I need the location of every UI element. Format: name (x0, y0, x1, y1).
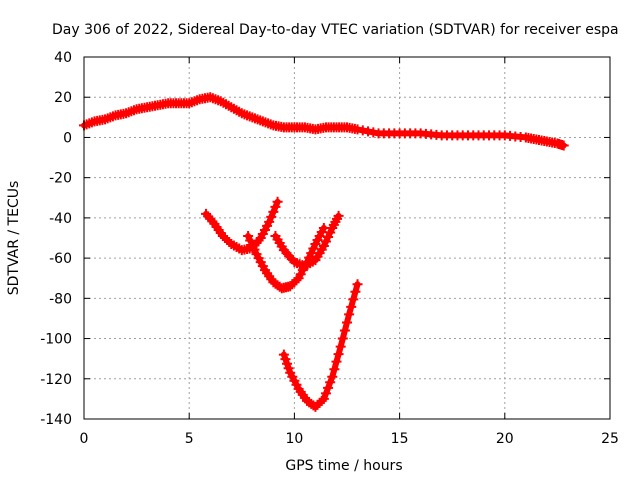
y-tick-label: -20 (49, 171, 72, 187)
data-point (333, 210, 344, 221)
data-point (346, 301, 357, 312)
axis-ticks: 0 5 10 15 20 25 40 20 0 -20 -40 -60 -80 -100 -120 -140 (40, 50, 619, 447)
chart-title: Day 306 of 2022, Sidereal Day-to-day VTE… (52, 22, 619, 38)
data-point (323, 231, 334, 242)
y-tick-label: 40 (54, 50, 72, 66)
data-point (278, 349, 289, 360)
data-point (325, 377, 336, 388)
data-point (280, 354, 291, 365)
x-tick-label: 20 (496, 431, 514, 447)
data-point (335, 341, 346, 352)
data-point (320, 236, 331, 247)
plot-frame (83, 56, 611, 420)
data-point (350, 286, 361, 297)
y-tick-label: 0 (63, 130, 72, 146)
data-point (339, 325, 350, 336)
data-point (320, 388, 331, 399)
data-point (327, 371, 338, 382)
data-point (243, 230, 254, 241)
data-point (337, 333, 348, 344)
data-point (352, 124, 363, 135)
x-tick-label: 25 (601, 431, 619, 447)
data-point (329, 364, 340, 375)
series-arc4 (278, 279, 363, 412)
y-tick-label: -120 (40, 372, 72, 388)
gridlines (84, 57, 610, 419)
data-point (352, 279, 363, 290)
data-point (247, 240, 258, 251)
data-point (272, 196, 283, 207)
data-point (283, 363, 294, 374)
y-tick-label: -100 (40, 332, 72, 348)
data-point (333, 349, 344, 360)
x-tick-label: 10 (285, 431, 303, 447)
x-axis-label: GPS time / hours (285, 458, 402, 474)
data-point (323, 382, 334, 393)
data-series (79, 92, 569, 412)
y-tick-label: -60 (49, 251, 72, 267)
data-point (348, 294, 359, 305)
data-point (357, 125, 368, 136)
data-point (363, 126, 374, 137)
x-tick-label: 5 (185, 431, 194, 447)
data-point (245, 235, 256, 246)
data-point (344, 309, 355, 320)
data-point (266, 211, 277, 222)
data-point (558, 140, 569, 151)
y-tick-label: 20 (54, 90, 72, 106)
x-tick-label: 0 (80, 431, 89, 447)
y-tick-label: -40 (49, 211, 72, 227)
data-point (318, 393, 329, 404)
series-arc3 (270, 210, 344, 272)
data-point (331, 356, 342, 367)
x-tick-label: 15 (391, 431, 409, 447)
series-arc2 (243, 222, 329, 294)
y-tick-label: -80 (49, 291, 72, 307)
data-point (306, 248, 317, 259)
data-point (318, 222, 329, 233)
data-point (264, 216, 275, 227)
data-point (316, 395, 327, 406)
series-main (79, 92, 569, 151)
data-point (291, 275, 302, 286)
series-arc1 (201, 196, 283, 256)
data-point (325, 227, 336, 238)
data-point (268, 206, 279, 217)
data-point (282, 358, 293, 369)
data-point (308, 243, 319, 254)
data-point (318, 241, 329, 252)
data-point (270, 201, 281, 212)
y-axis-label: SDTVAR / TECUs (6, 181, 22, 296)
data-point (342, 317, 352, 328)
y-tick-label: -140 (40, 412, 72, 428)
data-point (249, 244, 260, 255)
data-point (368, 127, 379, 138)
